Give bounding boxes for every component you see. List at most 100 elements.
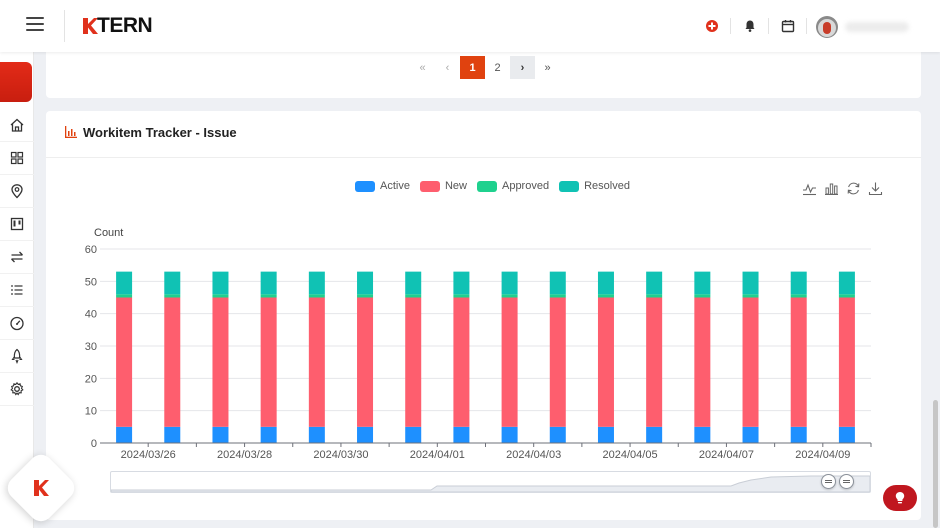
bar-segment-resolved	[357, 271, 374, 295]
speedometer-icon	[10, 316, 24, 331]
download-icon[interactable]	[868, 181, 883, 196]
bar-segment-new	[838, 297, 855, 427]
user-avatar[interactable]	[816, 16, 838, 38]
bar-segment-approved	[838, 294, 855, 298]
user-name-blurred[interactable]	[845, 22, 909, 32]
sidebar-active-indicator[interactable]	[0, 62, 32, 102]
bar-segment-approved	[260, 294, 277, 298]
sidebar-item-board[interactable]	[0, 208, 34, 241]
line-chart-switch-icon[interactable]	[802, 181, 817, 196]
pagination-last[interactable]: »	[544, 61, 551, 74]
legend-swatch-resolved	[559, 180, 580, 192]
bar-segment-approved	[790, 294, 807, 298]
bar-segment-active	[453, 426, 470, 443]
y-tick-label: 10	[85, 406, 97, 418]
bar-segment-approved	[646, 294, 663, 298]
app-logo[interactable]: TERN	[82, 12, 153, 40]
stacked-bar-chart: Count 0 10 20 30 40 50 60 2024/03/26 2024/03/28 20…	[85, 227, 872, 461]
chart-legend: Active New Approved Resolved	[355, 180, 640, 192]
bar-chart-switch-icon[interactable]	[824, 181, 839, 196]
pagination-page-1[interactable]: 1	[460, 56, 485, 79]
y-axis-title: Count	[94, 227, 123, 239]
legend-item-approved[interactable]: Approved	[476, 180, 549, 192]
settings-gear-icon	[10, 381, 24, 396]
bar-segment-active	[116, 426, 133, 443]
bar-segment-resolved	[646, 271, 663, 295]
bar-segment-new	[260, 297, 277, 427]
bar-segment-resolved	[694, 271, 711, 295]
logo-text: TERN	[97, 14, 153, 37]
bar-segment-approved	[453, 294, 470, 298]
bar-segment-approved	[501, 294, 518, 298]
sidebar-item-dashboard[interactable]	[0, 142, 34, 175]
pagination-next[interactable]: ›	[510, 56, 535, 79]
restore-refresh-icon[interactable]	[846, 181, 861, 196]
bar-segment-active	[597, 426, 614, 443]
logo-k-mark-icon	[83, 18, 98, 34]
slider-handle-end[interactable]	[839, 474, 854, 489]
bar-segment-active	[742, 426, 759, 443]
home-icon	[10, 118, 24, 132]
sidebar-item-launch[interactable]	[0, 340, 34, 373]
sidebar-item-list[interactable]	[0, 274, 34, 307]
data-zoom-slider[interactable]	[110, 471, 871, 493]
bar-segment-active	[501, 426, 518, 443]
bar-segment-resolved	[453, 271, 470, 295]
slider-handle-start[interactable]	[821, 474, 836, 489]
x-tick-label: 2024/03/26	[121, 449, 176, 461]
bar-segment-new	[405, 297, 422, 427]
pagination: « ‹ 1 2 › »	[410, 56, 560, 79]
bar-segment-approved	[549, 294, 566, 298]
pagination-prev[interactable]: ‹	[445, 61, 450, 74]
pagination-page-2[interactable]: 2	[494, 61, 501, 74]
help-lightbulb-button[interactable]	[883, 485, 917, 511]
menu-icon[interactable]	[26, 17, 44, 33]
y-tick-label: 50	[85, 276, 97, 288]
transfer-arrows-icon	[11, 251, 23, 263]
sidebar-item-settings[interactable]	[0, 373, 34, 406]
slider-preview	[111, 475, 870, 492]
bar-segment-resolved	[116, 271, 133, 295]
page-scrollbar[interactable]	[933, 400, 938, 528]
bar-segment-resolved	[164, 271, 181, 295]
x-tick-label: 2024/03/28	[217, 449, 272, 461]
header-divider	[64, 10, 65, 42]
legend-swatch-approved	[476, 180, 497, 192]
bar-segment-new	[790, 297, 807, 427]
legend-item-resolved[interactable]: Resolved	[559, 180, 630, 192]
sidebar-item-home[interactable]	[0, 109, 34, 142]
dashboard-grid-icon	[10, 151, 24, 165]
bar-segment-new	[308, 297, 325, 427]
legend-label-active: Active	[380, 180, 410, 192]
bar-segment-new	[597, 297, 614, 427]
bar-segment-new	[694, 297, 711, 427]
header-separator	[806, 18, 807, 34]
bar-segment-resolved	[212, 271, 229, 295]
bar-chart-icon	[65, 126, 77, 138]
sidebar-item-transfer[interactable]	[0, 241, 34, 274]
bar-segment-approved	[597, 294, 614, 298]
y-tick-label: 60	[85, 244, 97, 256]
top-header: TERN	[0, 0, 940, 52]
bar-segment-new	[501, 297, 518, 427]
bell-icon[interactable]	[742, 18, 758, 34]
bar-segment-new	[742, 297, 759, 427]
legend-item-new[interactable]: New	[419, 180, 467, 192]
sidebar-item-location[interactable]	[0, 175, 34, 208]
sidebar-item-performance[interactable]	[0, 307, 34, 340]
calendar-icon[interactable]	[780, 18, 796, 34]
bar-segment-new	[646, 297, 663, 427]
bar-segment-active	[164, 426, 181, 443]
x-tick-label: 2024/04/07	[699, 449, 754, 461]
x-tick-label: 2024/03/30	[313, 449, 368, 461]
y-tick-label: 40	[85, 309, 97, 321]
bar-segment-approved	[164, 294, 181, 298]
bar-segment-active	[790, 426, 807, 443]
pagination-first[interactable]: «	[419, 61, 426, 74]
bar-segment-resolved	[790, 271, 807, 295]
bar-segment-new	[164, 297, 181, 427]
bar-segment-resolved	[308, 271, 325, 295]
bar-segment-resolved	[838, 271, 855, 295]
add-circle-icon[interactable]	[704, 18, 720, 34]
legend-item-active[interactable]: Active	[355, 180, 410, 192]
